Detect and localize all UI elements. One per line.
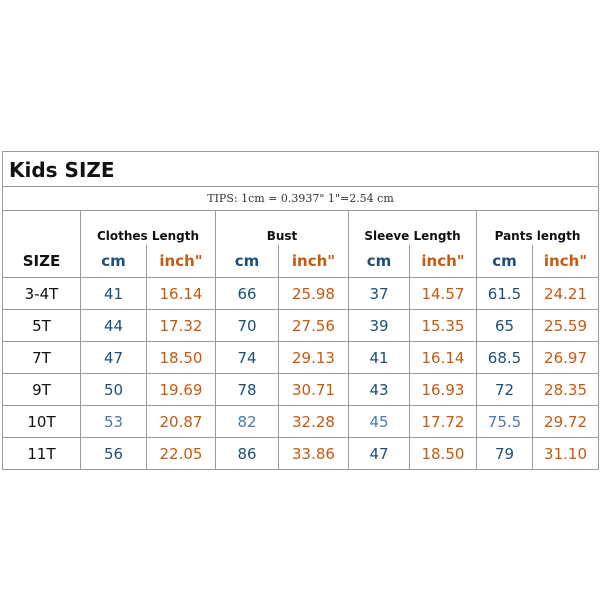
cm-value: 70 bbox=[215, 309, 279, 342]
cm-value: 78 bbox=[215, 373, 279, 406]
inch-value: 25.98 bbox=[278, 277, 349, 310]
unit-row: SIZE cm inch" cm inch" cm inch" cm inch" bbox=[2, 245, 600, 278]
size-rows: 3-4T 41 16.14 66 25.98 37 14.57 61.5 24.21 5T 44 17… bbox=[2, 277, 600, 470]
inch-value: 19.69 bbox=[146, 373, 216, 406]
measurement-group-row: Clothes Length Bust Sleeve Length Pants … bbox=[2, 210, 600, 245]
cm-value: 86 bbox=[215, 437, 279, 470]
group-clothes-length: Clothes Length bbox=[80, 210, 216, 245]
cm-value: 47 bbox=[80, 341, 147, 374]
inch-value: 14.57 bbox=[409, 277, 477, 310]
cm-value: 66 bbox=[215, 277, 279, 310]
cm-value: 39 bbox=[348, 309, 410, 342]
cm-value: 61.5 bbox=[476, 277, 533, 310]
inch-value: 33.86 bbox=[278, 437, 349, 470]
inch-value: 25.59 bbox=[531, 309, 600, 342]
size-value: 11T bbox=[2, 437, 81, 470]
cm-value: 43 bbox=[348, 373, 410, 406]
size-value: 10T bbox=[2, 405, 81, 438]
table-row: 10T 53 20.87 82 32.28 45 17.72 75.5 29.72 bbox=[2, 405, 600, 438]
size-header: SIZE bbox=[2, 245, 81, 278]
group-sleeve-length: Sleeve Length bbox=[348, 210, 477, 245]
table-row: 3-4T 41 16.14 66 25.98 37 14.57 61.5 24.21 bbox=[2, 277, 600, 310]
inch-value: 31.10 bbox=[531, 437, 600, 470]
cm-value: 56 bbox=[80, 437, 147, 470]
inch-value: 16.14 bbox=[146, 277, 216, 310]
unit-inch: inch" bbox=[278, 245, 349, 278]
inch-value: 16.14 bbox=[409, 341, 477, 374]
inch-value: 16.93 bbox=[409, 373, 477, 406]
conversion-tips: TIPS: 1cm = 0.3937" 1"=2.54 cm bbox=[1, 186, 600, 211]
cm-value: 37 bbox=[348, 277, 410, 310]
size-value: 9T bbox=[2, 373, 81, 406]
cm-value: 65 bbox=[476, 309, 533, 342]
cm-value: 44 bbox=[80, 309, 147, 342]
inch-value: 29.72 bbox=[531, 405, 600, 438]
size-header-top bbox=[2, 210, 81, 245]
tips-row: TIPS: 1cm = 0.3937" 1"=2.54 cm bbox=[1, 186, 600, 211]
size-value: 5T bbox=[2, 309, 81, 342]
size-chart-table: Kids SIZE TIPS: 1cm = 0.3937" 1"=2.54 cm… bbox=[1, 151, 600, 470]
cm-value: 75.5 bbox=[476, 405, 533, 438]
cm-value: 45 bbox=[348, 405, 410, 438]
table-row: 11T 56 22.05 86 33.86 47 18.50 79 31.10 bbox=[2, 437, 600, 470]
unit-inch: inch" bbox=[146, 245, 216, 278]
inch-value: 15.35 bbox=[409, 309, 477, 342]
unit-cm: cm bbox=[348, 245, 410, 278]
inch-value: 17.72 bbox=[409, 405, 477, 438]
inch-value: 28.35 bbox=[531, 373, 600, 406]
cm-value: 53 bbox=[80, 405, 147, 438]
inch-value: 32.28 bbox=[278, 405, 349, 438]
cm-value: 41 bbox=[80, 277, 147, 310]
inch-value: 17.32 bbox=[146, 309, 216, 342]
inch-value: 22.05 bbox=[146, 437, 216, 470]
cm-value: 68.5 bbox=[476, 341, 533, 374]
cm-value: 41 bbox=[348, 341, 410, 374]
cm-value: 74 bbox=[215, 341, 279, 374]
table-row: 9T 50 19.69 78 30.71 43 16.93 72 28.35 bbox=[2, 373, 600, 406]
cm-value: 50 bbox=[80, 373, 147, 406]
chart-title: Kids SIZE bbox=[1, 151, 600, 187]
inch-value: 26.97 bbox=[531, 341, 600, 374]
cm-value: 47 bbox=[348, 437, 410, 470]
inch-value: 18.50 bbox=[146, 341, 216, 374]
inch-value: 20.87 bbox=[146, 405, 216, 438]
cm-value: 72 bbox=[476, 373, 533, 406]
cm-value: 79 bbox=[476, 437, 533, 470]
unit-cm: cm bbox=[80, 245, 147, 278]
cm-value: 82 bbox=[215, 405, 279, 438]
unit-cm: cm bbox=[476, 245, 533, 278]
table-row: 5T 44 17.32 70 27.56 39 15.35 65 25.59 bbox=[2, 309, 600, 342]
size-value: 3-4T bbox=[2, 277, 81, 310]
size-value: 7T bbox=[2, 341, 81, 374]
group-pants-length: Pants length bbox=[475, 210, 600, 245]
inch-value: 30.71 bbox=[278, 373, 349, 406]
inch-value: 27.56 bbox=[278, 309, 349, 342]
group-bust: Bust bbox=[215, 210, 349, 245]
title-row: Kids SIZE bbox=[1, 151, 600, 187]
inch-value: 24.21 bbox=[531, 277, 600, 310]
table-row: 7T 47 18.50 74 29.13 41 16.14 68.5 26.97 bbox=[2, 341, 600, 374]
unit-cm: cm bbox=[215, 245, 279, 278]
inch-value: 18.50 bbox=[409, 437, 477, 470]
inch-value: 29.13 bbox=[278, 341, 349, 374]
unit-inch: inch" bbox=[409, 245, 477, 278]
unit-inch: inch" bbox=[531, 245, 600, 278]
